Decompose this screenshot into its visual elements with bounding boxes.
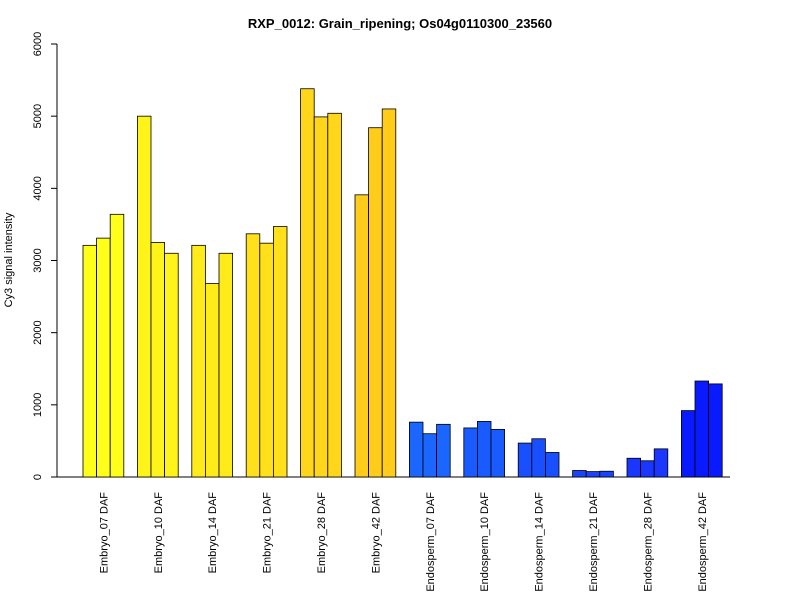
bar-embryo-14-daf-rep2 (204, 283, 220, 478)
bar-endosperm-10-daf-rep2 (476, 421, 492, 478)
bar-embryo-14-daf-rep3 (218, 252, 234, 478)
bar-endosperm-28-daf-rep3 (653, 448, 669, 478)
y-tick-label: 3000 (32, 248, 44, 272)
bar-endosperm-14-daf-rep1 (517, 442, 533, 478)
y-axis-label: Cy3 signal intensity (3, 212, 15, 307)
x-tick-label: Embryo_21 DAF (262, 492, 274, 574)
bar-embryo-07-daf-rep1 (82, 244, 98, 478)
bar-endosperm-07-daf-rep1 (408, 421, 424, 478)
y-tick-label: 0 (32, 474, 44, 480)
bar-endosperm-10-daf-rep1 (463, 427, 478, 478)
y-tick-label: 6000 (32, 32, 44, 56)
y-tick-label: 4000 (32, 176, 44, 200)
x-tick-label: Endosperm_10 DAF (479, 492, 491, 592)
bar-embryo-28-daf-rep2 (313, 116, 329, 478)
x-tick-label: Endosperm_42 DAF (697, 492, 709, 592)
x-tick-label: Embryo_07 DAF (98, 492, 110, 574)
x-tick-label: Embryo_42 DAF (370, 492, 382, 574)
bar-endosperm-07-daf-rep3 (436, 423, 451, 478)
bar-embryo-10-daf-rep1 (136, 115, 152, 478)
bar-embryo-14-daf-rep1 (191, 244, 206, 478)
x-tick-label: Embryo_10 DAF (153, 492, 165, 574)
bar-endosperm-21-daf-rep1 (572, 470, 587, 478)
bar-embryo-07-daf-rep2 (96, 237, 111, 478)
bar-embryo-10-daf-rep3 (164, 252, 179, 478)
y-tick-label: 1000 (32, 393, 44, 417)
bar-endosperm-10-daf-rep3 (490, 428, 506, 478)
bar-endosperm-28-daf-rep2 (640, 460, 655, 478)
bar-embryo-28-daf-rep1 (300, 88, 315, 478)
bar-embryo-42-daf-rep1 (354, 194, 370, 478)
bar-endosperm-14-daf-rep3 (545, 452, 560, 478)
y-tick-label: 5000 (32, 104, 44, 128)
bar-embryo-21-daf-rep2 (259, 242, 274, 478)
chart-title: RXP_0012: Grain_ripening; Os04g0110300_2… (248, 16, 552, 31)
bar-endosperm-42-daf-rep2 (694, 380, 710, 478)
bar-endosperm-21-daf-rep3 (599, 470, 614, 478)
bar-embryo-21-daf-rep3 (272, 226, 288, 478)
y-axis-ticks: 0 1000 2000 3000 4000 5000 6000 (32, 32, 57, 480)
bar-endosperm-07-daf-rep2 (422, 433, 438, 478)
x-axis-tick-labels: Embryo_07 DAF Embryo_10 DAF Embryo_14 DAF E… (98, 492, 708, 592)
bar-endosperm-21-daf-rep2 (585, 471, 601, 478)
bar-endosperm-42-daf-rep3 (708, 383, 723, 478)
x-tick-label: Endosperm_07 DAF (425, 492, 437, 592)
bar-endosperm-42-daf-rep1 (681, 410, 696, 478)
bar-endosperm-14-daf-rep2 (531, 438, 546, 478)
bar-embryo-07-daf-rep3 (109, 213, 125, 478)
bar-embryo-21-daf-rep1 (245, 233, 261, 478)
bar-series (82, 88, 723, 478)
x-tick-label: Endosperm_21 DAF (588, 492, 600, 592)
x-tick-label: Endosperm_14 DAF (534, 492, 546, 592)
x-tick-label: Embryo_14 DAF (207, 492, 219, 574)
bar-embryo-28-daf-rep3 (327, 112, 342, 478)
bar-embryo-42-daf-rep2 (368, 127, 383, 478)
y-tick-label: 2000 (32, 320, 44, 344)
bar-embryo-10-daf-rep2 (150, 242, 166, 478)
bar-endosperm-28-daf-rep1 (626, 457, 642, 478)
bar-embryo-42-daf-rep3 (381, 108, 397, 478)
x-tick-label: Embryo_28 DAF (316, 492, 328, 574)
x-tick-label: Endosperm_28 DAF (642, 492, 654, 592)
